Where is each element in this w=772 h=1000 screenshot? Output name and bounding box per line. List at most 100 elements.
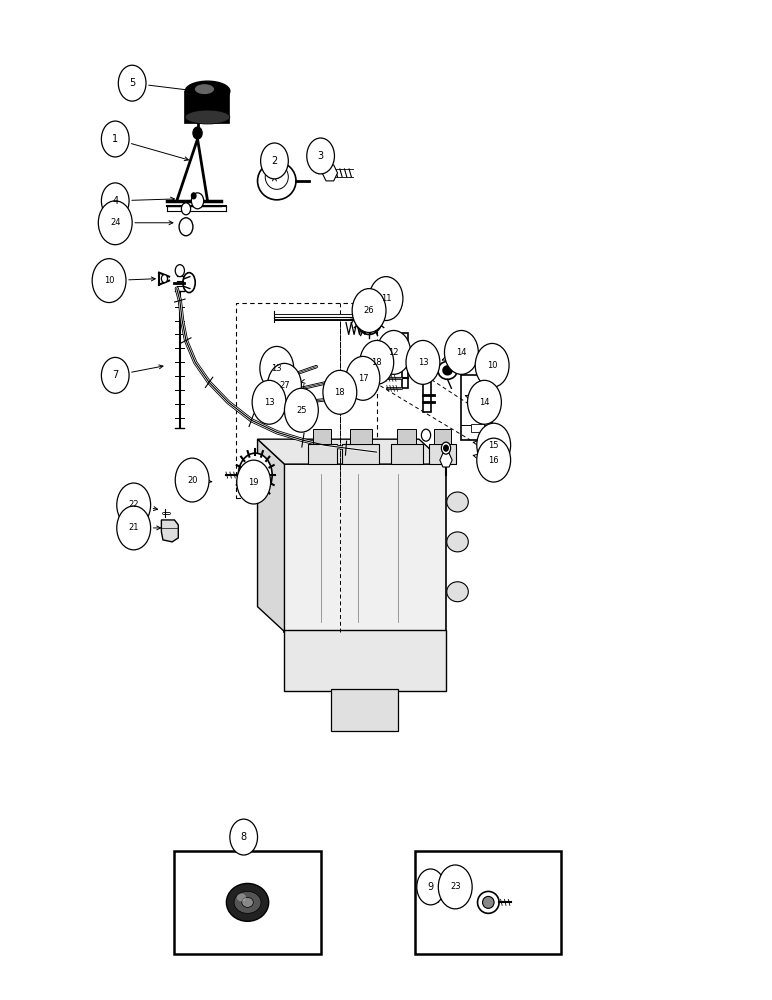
Circle shape xyxy=(101,121,129,157)
Circle shape xyxy=(323,370,357,414)
Bar xyxy=(313,429,331,444)
Bar xyxy=(471,424,485,432)
Bar xyxy=(284,630,446,691)
Circle shape xyxy=(117,483,151,527)
Text: 3: 3 xyxy=(317,151,323,161)
Circle shape xyxy=(175,458,209,502)
Text: 13: 13 xyxy=(264,398,274,407)
Circle shape xyxy=(230,819,258,855)
Text: 14: 14 xyxy=(479,398,489,407)
Circle shape xyxy=(360,340,394,384)
Text: 18: 18 xyxy=(334,388,345,397)
Bar xyxy=(284,464,446,632)
Text: 20: 20 xyxy=(187,476,198,485)
Text: 16: 16 xyxy=(489,456,499,465)
Text: 18: 18 xyxy=(371,358,382,367)
Circle shape xyxy=(477,423,510,467)
Ellipse shape xyxy=(237,893,246,901)
Circle shape xyxy=(417,869,445,905)
Circle shape xyxy=(445,330,479,374)
Circle shape xyxy=(261,143,288,179)
Text: 2: 2 xyxy=(271,156,278,166)
Circle shape xyxy=(355,299,383,334)
Circle shape xyxy=(92,259,126,303)
Bar xyxy=(350,429,371,444)
Circle shape xyxy=(175,265,185,277)
Text: 9: 9 xyxy=(428,882,434,892)
Ellipse shape xyxy=(482,896,494,908)
Bar xyxy=(330,689,398,731)
Circle shape xyxy=(193,127,202,139)
Circle shape xyxy=(183,223,189,231)
Ellipse shape xyxy=(242,897,253,907)
Text: 25: 25 xyxy=(296,406,306,415)
Text: 10: 10 xyxy=(487,361,497,370)
Text: 1: 1 xyxy=(112,134,118,144)
Text: 10: 10 xyxy=(103,276,114,285)
Bar xyxy=(391,444,423,464)
Bar xyxy=(185,91,229,123)
Circle shape xyxy=(101,183,129,219)
Ellipse shape xyxy=(447,492,469,512)
Circle shape xyxy=(476,343,509,387)
Bar xyxy=(423,357,431,412)
Bar xyxy=(429,444,456,464)
Ellipse shape xyxy=(447,582,469,602)
Circle shape xyxy=(477,438,510,482)
Polygon shape xyxy=(161,520,178,542)
Bar xyxy=(342,444,379,464)
Bar xyxy=(402,333,408,388)
Text: 21: 21 xyxy=(128,523,139,532)
Bar xyxy=(236,303,377,498)
Circle shape xyxy=(191,193,196,199)
Circle shape xyxy=(352,289,386,332)
Circle shape xyxy=(117,506,151,550)
Circle shape xyxy=(468,380,501,424)
Text: 5: 5 xyxy=(129,78,135,88)
Circle shape xyxy=(252,380,286,424)
Ellipse shape xyxy=(226,883,269,921)
Ellipse shape xyxy=(447,532,469,552)
Circle shape xyxy=(306,138,334,174)
Circle shape xyxy=(118,65,146,101)
Circle shape xyxy=(422,429,431,441)
Circle shape xyxy=(346,356,380,400)
Circle shape xyxy=(237,460,271,504)
Text: 19: 19 xyxy=(249,478,259,487)
Text: 7: 7 xyxy=(112,370,118,380)
Ellipse shape xyxy=(234,891,261,913)
Circle shape xyxy=(248,465,263,485)
Bar xyxy=(174,851,320,954)
Circle shape xyxy=(191,193,204,209)
Text: 13: 13 xyxy=(272,364,282,373)
Text: 8: 8 xyxy=(241,832,247,842)
Text: 17: 17 xyxy=(357,374,368,383)
Circle shape xyxy=(369,277,403,320)
Circle shape xyxy=(101,357,129,393)
Circle shape xyxy=(179,218,193,236)
Polygon shape xyxy=(258,439,284,632)
Bar xyxy=(307,444,337,464)
Text: 24: 24 xyxy=(110,218,120,227)
Text: 15: 15 xyxy=(489,441,499,450)
Bar xyxy=(415,851,561,954)
Text: 4: 4 xyxy=(112,196,118,206)
Circle shape xyxy=(161,275,168,283)
Circle shape xyxy=(377,330,411,374)
Ellipse shape xyxy=(443,366,452,375)
Text: 26: 26 xyxy=(364,306,374,315)
Circle shape xyxy=(438,865,472,909)
Ellipse shape xyxy=(195,84,214,94)
Bar xyxy=(435,429,451,444)
Polygon shape xyxy=(322,165,337,181)
Circle shape xyxy=(444,445,449,451)
Text: 27: 27 xyxy=(279,381,290,390)
Circle shape xyxy=(284,388,318,432)
Text: 11: 11 xyxy=(381,294,391,303)
Circle shape xyxy=(239,453,273,497)
Ellipse shape xyxy=(185,81,230,101)
Polygon shape xyxy=(258,439,446,464)
Text: 23: 23 xyxy=(450,882,461,891)
Circle shape xyxy=(406,340,440,384)
Bar xyxy=(462,375,493,440)
